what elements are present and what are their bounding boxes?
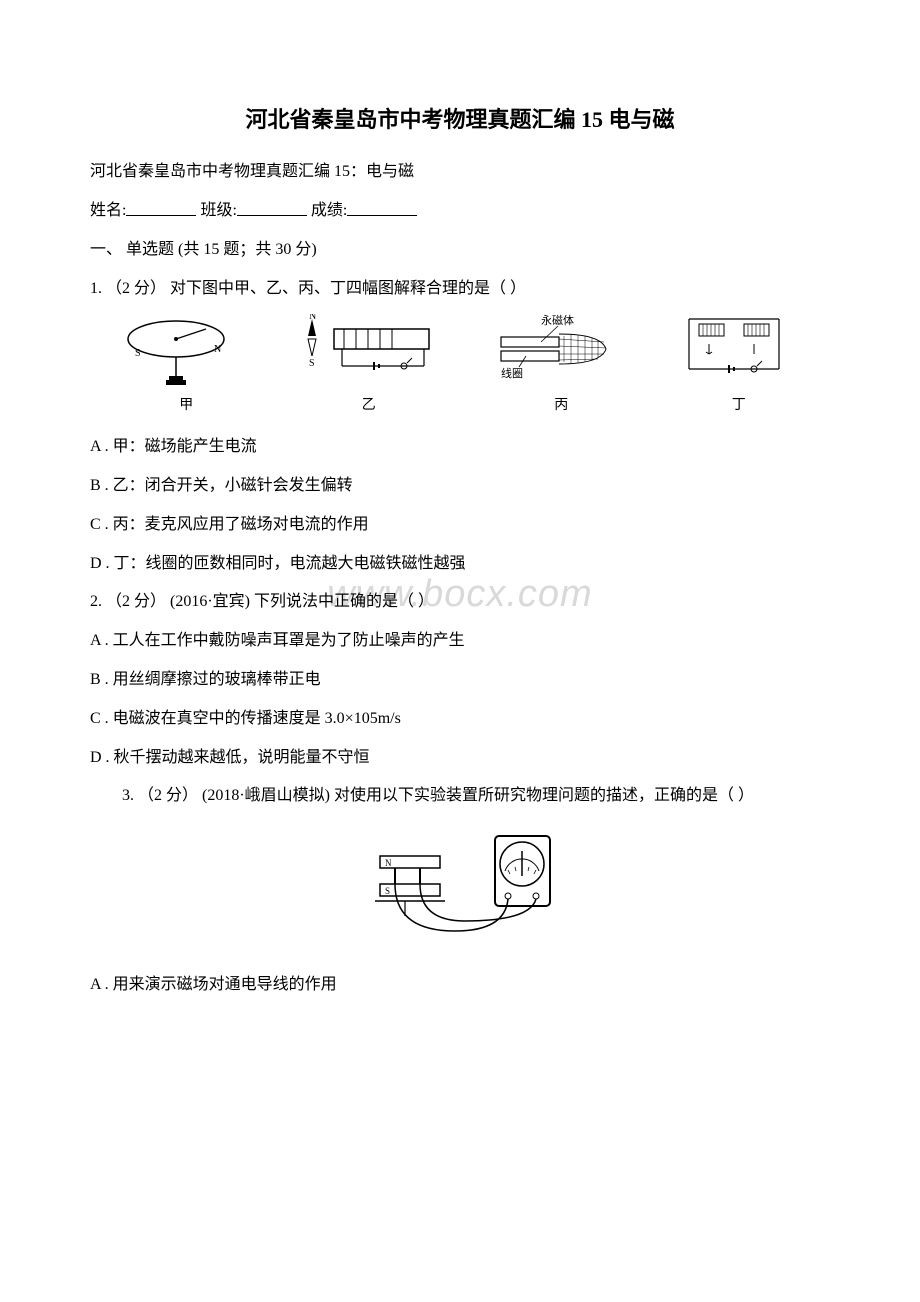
svg-text:N: N <box>214 344 221 355</box>
document-content: 河北省秦皇岛市中考物理真题汇编 15 电与磁 河北省秦皇岛市中考物理真题汇编 1… <box>90 100 830 1000</box>
class-label: 班级: <box>200 203 236 220</box>
q3-apparatus-icon: N S <box>350 826 570 956</box>
section-one-heading: 一、 单选题 (共 15 题；共 30 分) <box>90 236 830 265</box>
fig-b-label: 乙 <box>362 393 376 418</box>
q3-opt-a: A . 用来演示磁场对通电导线的作用 <box>90 971 830 1000</box>
q1-opt-c: C . 丙：麦克风应用了磁场对电流的作用 <box>90 511 830 540</box>
q2-opt-a: A . 工人在工作中戴防噪声耳罩是为了防止噪声的产生 <box>90 627 830 656</box>
class-blank <box>237 196 307 215</box>
fig-a-label: 甲 <box>179 393 193 418</box>
fig-bing-icon: 永磁体 线圈 <box>486 314 636 389</box>
fig-ding-icon <box>679 314 799 389</box>
name-blank <box>126 196 196 215</box>
q2-opt-c: C . 电磁波在真空中的传播速度是 3.0×105m/s <box>90 705 830 734</box>
svg-text:S: S <box>309 358 315 369</box>
q1-opt-b: B . 乙：闭合开关，小磁针会发生偏转 <box>90 472 830 501</box>
q2-opt-b: B . 用丝绸摩擦过的玻璃棒带正电 <box>90 666 830 695</box>
fig-d-label: 丁 <box>732 393 746 418</box>
form-line: 姓名: 班级: 成绩: <box>90 196 830 226</box>
fig-c-label: 丙 <box>554 393 568 418</box>
q1-opt-a: A . 甲：磁场能产生电流 <box>90 433 830 462</box>
score-label: 成绩: <box>311 203 347 220</box>
svg-text:N: N <box>309 314 316 322</box>
q2-opt-d: D . 秋千摆动越来越低，说明能量不守恒 <box>90 744 830 773</box>
name-label: 姓名: <box>90 203 126 220</box>
fig-c-top-label: 永磁体 <box>541 314 574 327</box>
q3-stem: 3. （2 分） (2018·峨眉山模拟) 对使用以下实验装置所研究物理问题的描… <box>90 782 830 811</box>
fig-c-bottom-label: 线圈 <box>501 366 523 380</box>
score-blank <box>347 196 417 215</box>
svg-text:S: S <box>135 348 141 359</box>
q3-figure: N S <box>90 826 830 956</box>
fig-jia-icon: S N <box>121 314 251 389</box>
svg-text:S: S <box>385 886 390 896</box>
q1-fig-d: 丁 <box>679 314 799 418</box>
q1-figures: S N 甲 N S <box>90 314 830 418</box>
q2-stem: 2. （2 分） (2016·宜宾) 下列说法中正确的是（ ） <box>90 588 830 617</box>
q1-fig-c: 永磁体 线圈 丙 <box>486 314 636 418</box>
page-title: 河北省秦皇岛市中考物理真题汇编 15 电与磁 <box>90 100 830 140</box>
svg-text:N: N <box>385 858 392 868</box>
q1-fig-b: N S 乙 <box>294 314 444 418</box>
q1-stem: 1. （2 分） 对下图中甲、乙、丙、丁四幅图解释合理的是（ ） <box>90 275 830 304</box>
q1-fig-a: S N 甲 <box>121 314 251 418</box>
fig-yi-icon: N S <box>294 314 444 389</box>
subtitle: 河北省秦皇岛市中考物理真题汇编 15：电与磁 <box>90 158 830 187</box>
q1-opt-d: D . 丁：线圈的匝数相同时，电流越大电磁铁磁性越强 <box>90 550 830 579</box>
